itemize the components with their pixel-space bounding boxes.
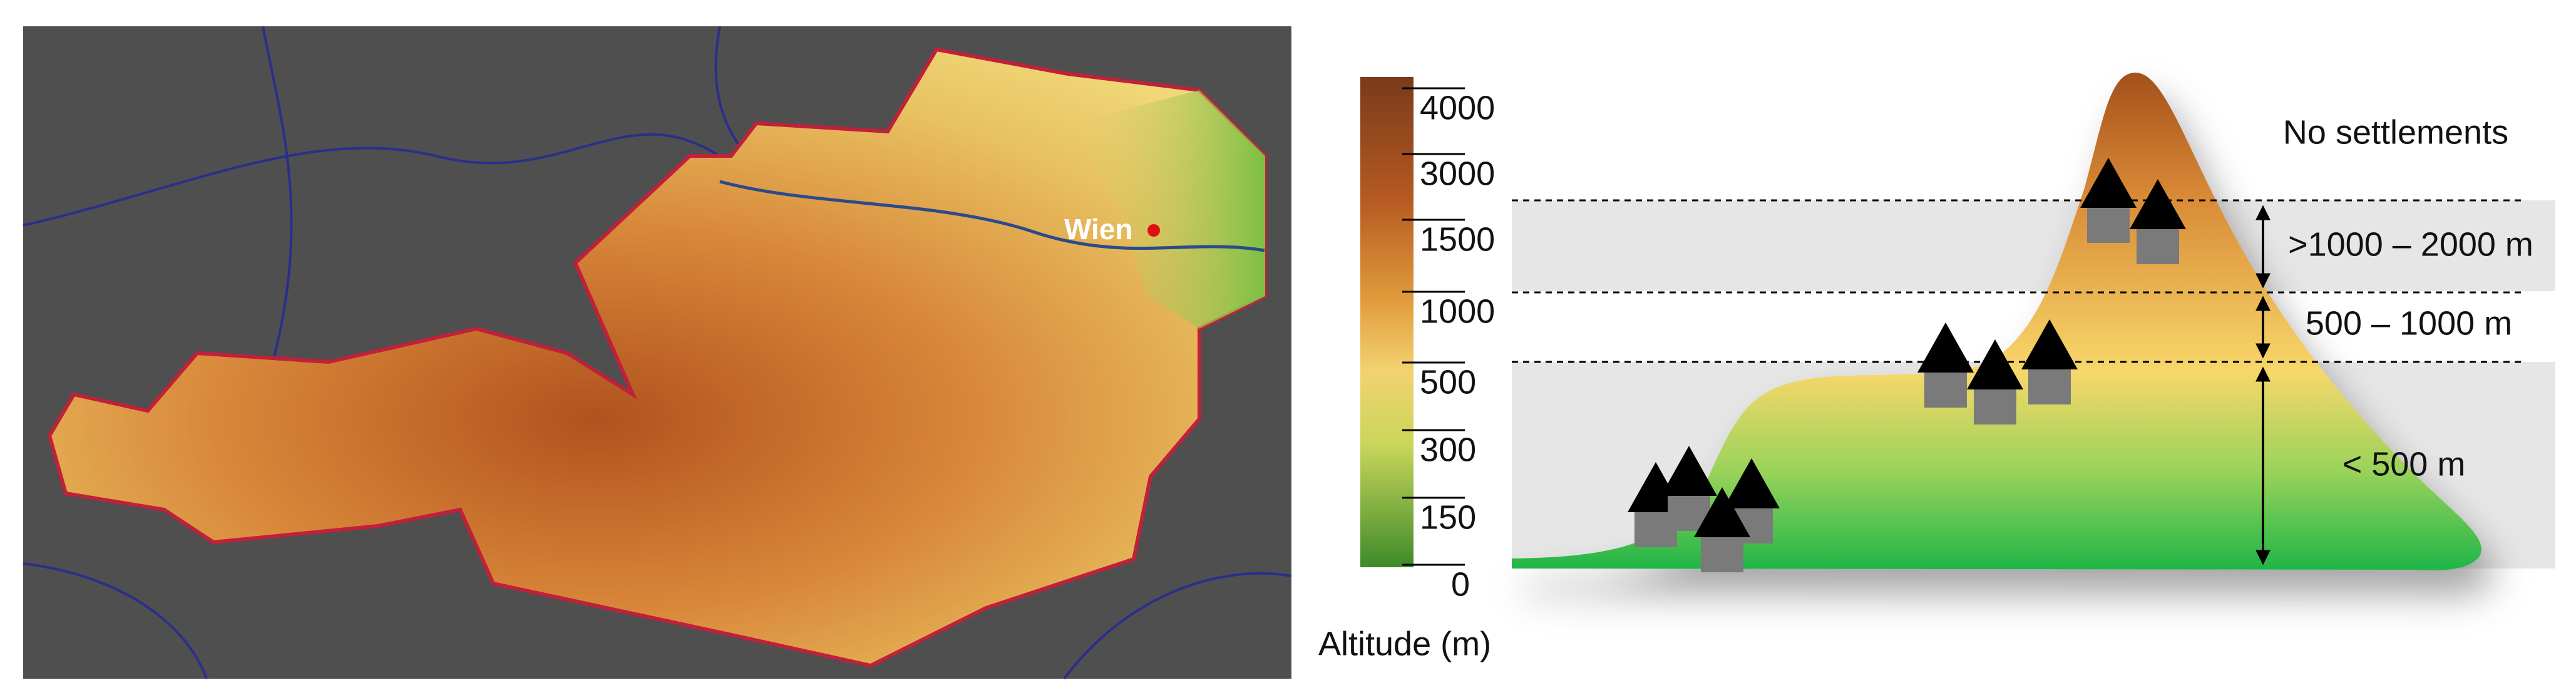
legend-ticks (1402, 87, 1465, 566)
band-label: >1000 – 2000 m (2288, 225, 2533, 263)
river (719, 180, 1265, 252)
city-dot (1147, 224, 1160, 237)
band (1512, 200, 2555, 291)
legend-tick: 1000 (1420, 292, 1495, 330)
legend-tick: 150 (1420, 498, 1476, 536)
legend-tick: 1500 (1420, 220, 1495, 258)
legend-tick: 300 (1420, 431, 1476, 468)
legend-tick: 500 (1420, 363, 1476, 401)
legend-tick: 4000 (1420, 89, 1495, 126)
altitude-legend: 4000 3000 1500 1000 500 300 150 0 Altitu… (1318, 77, 1495, 662)
legend-tick: 0 (1451, 565, 1470, 603)
band-label: 500 – 1000 m (2306, 304, 2512, 342)
legend-tick: 3000 (1420, 155, 1495, 192)
east-lowland (1064, 90, 1265, 329)
city-label: Wien (1064, 213, 1132, 245)
map: Wien (23, 26, 1292, 680)
houses (1628, 158, 2186, 572)
mountain (1512, 72, 2481, 570)
band-label: < 500 m (2343, 445, 2466, 483)
settlement-diagram: No settlements >1000 – 2000 m 500 – 1000… (1512, 72, 2555, 572)
borders (23, 26, 1292, 680)
legend-title: Altitude (m) (1318, 625, 1491, 662)
color-bar (1360, 77, 1414, 567)
band-label: No settlements (2283, 113, 2508, 151)
